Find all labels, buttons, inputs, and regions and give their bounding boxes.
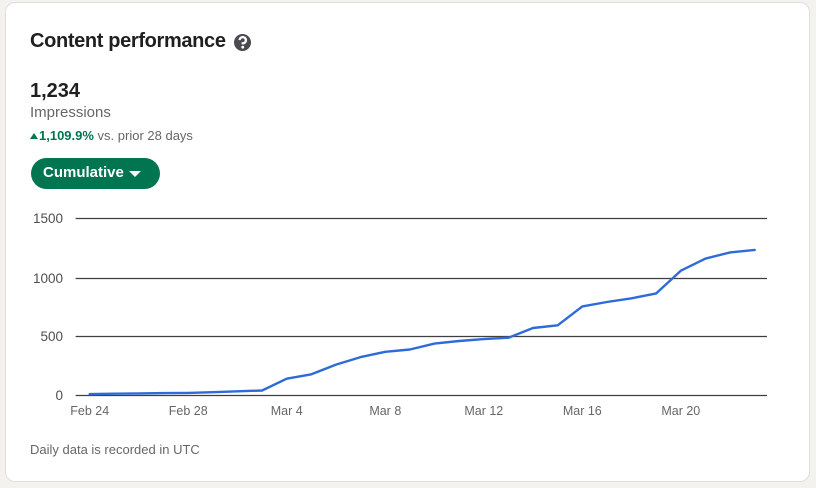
- svg-text:Mar 8: Mar 8: [369, 404, 401, 418]
- svg-text:Feb 28: Feb 28: [169, 404, 208, 418]
- svg-text:Feb 24: Feb 24: [70, 404, 109, 418]
- svg-text:Mar 4: Mar 4: [271, 404, 303, 418]
- svg-text:500: 500: [40, 329, 63, 344]
- svg-text:Mar 16: Mar 16: [563, 404, 602, 418]
- svg-text:Mar 12: Mar 12: [464, 404, 503, 418]
- svg-text:1500: 1500: [33, 211, 63, 226]
- svg-text:1000: 1000: [33, 271, 63, 286]
- svg-text:0: 0: [55, 388, 63, 403]
- svg-text:Mar 20: Mar 20: [661, 404, 700, 418]
